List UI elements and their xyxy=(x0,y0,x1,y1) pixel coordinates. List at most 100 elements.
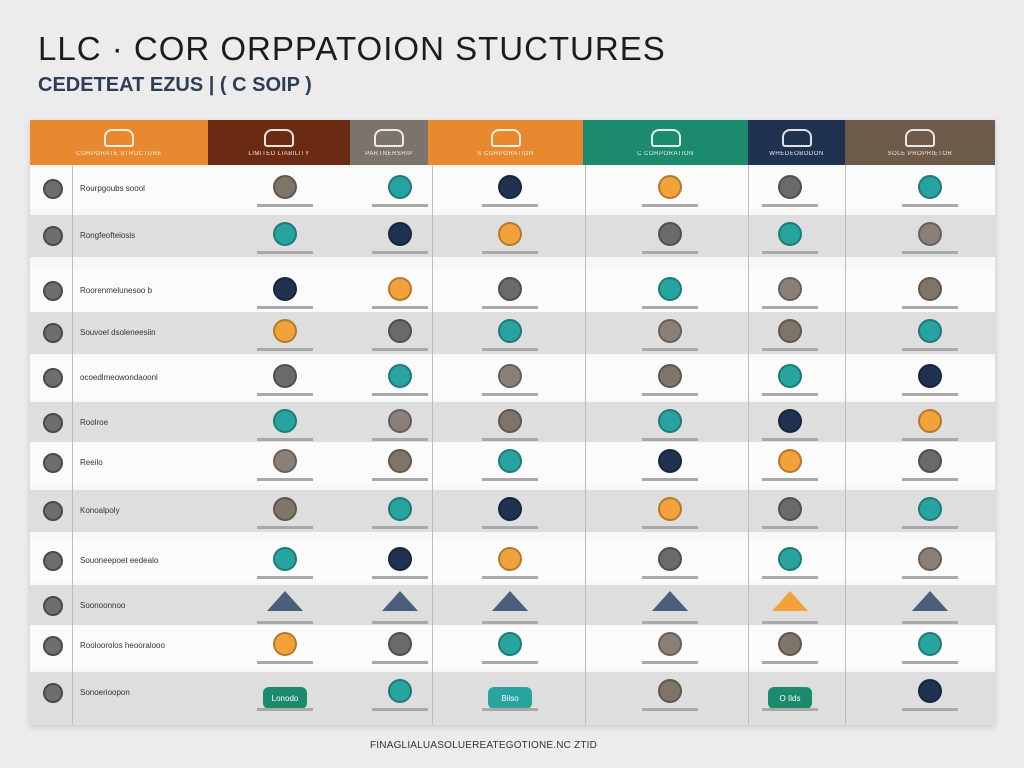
cell-caption xyxy=(372,621,428,624)
cell-caption xyxy=(762,478,818,481)
feature-icon xyxy=(778,175,802,199)
header-icon xyxy=(264,128,294,147)
feature-icon xyxy=(388,175,412,199)
cell-caption xyxy=(482,438,538,441)
cell-caption xyxy=(372,393,428,396)
feature-icon xyxy=(498,364,522,388)
feature-icon xyxy=(778,222,802,246)
header-label: S CORPORATION xyxy=(477,150,534,157)
column-header-7: SOLE PROPRIETOR xyxy=(845,120,995,165)
header-icon xyxy=(650,128,681,147)
feature-icon xyxy=(778,632,802,656)
feature-icon xyxy=(273,547,297,571)
feature-icon xyxy=(918,632,942,656)
cell-caption xyxy=(482,708,538,711)
cell-caption xyxy=(372,251,428,254)
feature-icon xyxy=(778,497,802,521)
row-label: ocoedlmeowondaoonl xyxy=(80,373,158,382)
row-label: Soonoonnoo xyxy=(80,601,126,610)
column-header-4: S CORPORATION xyxy=(428,120,583,165)
feature-icon xyxy=(273,319,297,343)
pyramid-icon xyxy=(382,591,418,611)
feature-icon xyxy=(498,632,522,656)
row-category-icon xyxy=(43,453,63,473)
row-category-icon xyxy=(43,281,63,301)
cell-caption xyxy=(372,438,428,441)
pyramid-icon xyxy=(652,591,688,611)
header-label: SOLE PROPRIETOR xyxy=(887,150,953,157)
row-category-icon xyxy=(43,596,63,616)
cell-caption xyxy=(762,661,818,664)
cell-caption xyxy=(482,661,538,664)
table-row: Soonoonnoo xyxy=(30,585,995,627)
cell-caption xyxy=(482,393,538,396)
cell-caption xyxy=(902,438,958,441)
cell-caption xyxy=(257,204,313,207)
row-category-icon xyxy=(43,683,63,703)
row-category-icon xyxy=(43,179,63,199)
feature-icon xyxy=(498,409,522,433)
feature-icon xyxy=(388,409,412,433)
feature-icon xyxy=(498,222,522,246)
entity-badge: Bilso xyxy=(488,687,532,709)
feature-icon xyxy=(918,449,942,473)
cell-caption xyxy=(257,251,313,254)
cell-caption xyxy=(257,576,313,579)
cell-caption xyxy=(762,306,818,309)
cell-caption xyxy=(257,526,313,529)
feature-icon xyxy=(388,679,412,703)
cell-caption xyxy=(257,621,313,624)
cell-caption xyxy=(642,526,698,529)
feature-icon xyxy=(273,497,297,521)
feature-icon xyxy=(388,497,412,521)
cell-caption xyxy=(902,348,958,351)
page-subtitle: CEDETEAT EZUS | ( C SOIP ) xyxy=(38,74,312,96)
row-category-icon xyxy=(43,551,63,571)
feature-icon xyxy=(658,449,682,473)
feature-icon xyxy=(273,449,297,473)
feature-icon xyxy=(658,547,682,571)
header-icon xyxy=(905,128,935,147)
cell-caption xyxy=(762,204,818,207)
feature-icon xyxy=(273,632,297,656)
header-label: PARTNERSHIP xyxy=(365,150,413,157)
row-category-icon xyxy=(43,413,63,433)
cell-caption xyxy=(482,204,538,207)
cell-caption xyxy=(642,348,698,351)
feature-icon xyxy=(918,409,942,433)
table-row: Konoalpoly xyxy=(30,490,995,532)
cell-caption xyxy=(372,526,428,529)
feature-icon xyxy=(498,175,522,199)
row-category-icon xyxy=(43,501,63,521)
cell-caption xyxy=(642,576,698,579)
table-row: Roorenmelunesoo b xyxy=(30,270,995,312)
row-label: Souvoel dsoleneesiin xyxy=(80,328,156,337)
feature-icon xyxy=(273,409,297,433)
header-label: CORPORATE STRUCTURE xyxy=(76,150,162,157)
feature-icon xyxy=(918,222,942,246)
feature-icon xyxy=(388,222,412,246)
table-row: Souoneepoet eedealo xyxy=(30,540,995,582)
column-divider xyxy=(432,165,433,725)
row-label: Reeilo xyxy=(80,458,103,467)
cell-caption xyxy=(372,204,428,207)
feature-icon xyxy=(388,319,412,343)
table-row: Rourpgoubs soool xyxy=(30,168,995,210)
feature-icon xyxy=(388,364,412,388)
cell-caption xyxy=(642,204,698,207)
feature-icon xyxy=(498,449,522,473)
header-icon xyxy=(490,128,521,147)
header-icon xyxy=(781,128,812,147)
cell-caption xyxy=(642,393,698,396)
cell-caption xyxy=(482,576,538,579)
cell-caption xyxy=(257,348,313,351)
feature-icon xyxy=(918,364,942,388)
feature-icon xyxy=(498,497,522,521)
column-header-3: PARTNERSHIP xyxy=(350,120,428,165)
cell-caption xyxy=(762,438,818,441)
cell-caption xyxy=(762,348,818,351)
cell-caption xyxy=(257,478,313,481)
header-icon xyxy=(374,128,404,147)
feature-icon xyxy=(498,319,522,343)
cell-caption xyxy=(482,526,538,529)
